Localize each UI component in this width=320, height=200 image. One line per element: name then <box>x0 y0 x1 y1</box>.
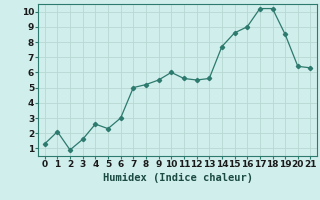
X-axis label: Humidex (Indice chaleur): Humidex (Indice chaleur) <box>103 173 252 183</box>
